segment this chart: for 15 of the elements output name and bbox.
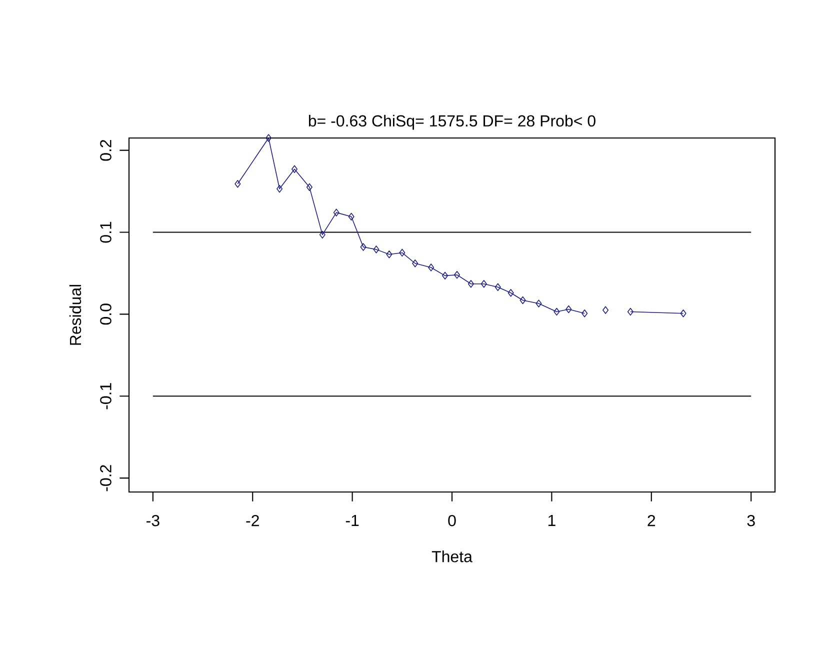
y-tick-label: 0.0 (100, 304, 112, 325)
y-tick-label: -0.1 (100, 383, 112, 410)
y-axis-title: Residual (69, 284, 82, 345)
x-tick-label: -3 (146, 514, 160, 526)
y-tick-label: 0.2 (100, 140, 112, 161)
x-tick-label: 2 (648, 514, 656, 526)
y-tick-label: -0.2 (100, 465, 112, 492)
x-tick-label: -2 (246, 514, 259, 526)
x-tick-label: -1 (346, 514, 359, 526)
x-axis-title: Theta (432, 550, 472, 562)
y-tick-label: 0.1 (100, 222, 112, 243)
x-tick-label: 1 (548, 514, 556, 526)
x-tick-label: 3 (747, 514, 755, 526)
chart-title: b= -0.63 ChiSq= 1575.5 DF= 28 Prob< 0 (308, 114, 596, 130)
x-tick-label: 0 (448, 514, 456, 526)
